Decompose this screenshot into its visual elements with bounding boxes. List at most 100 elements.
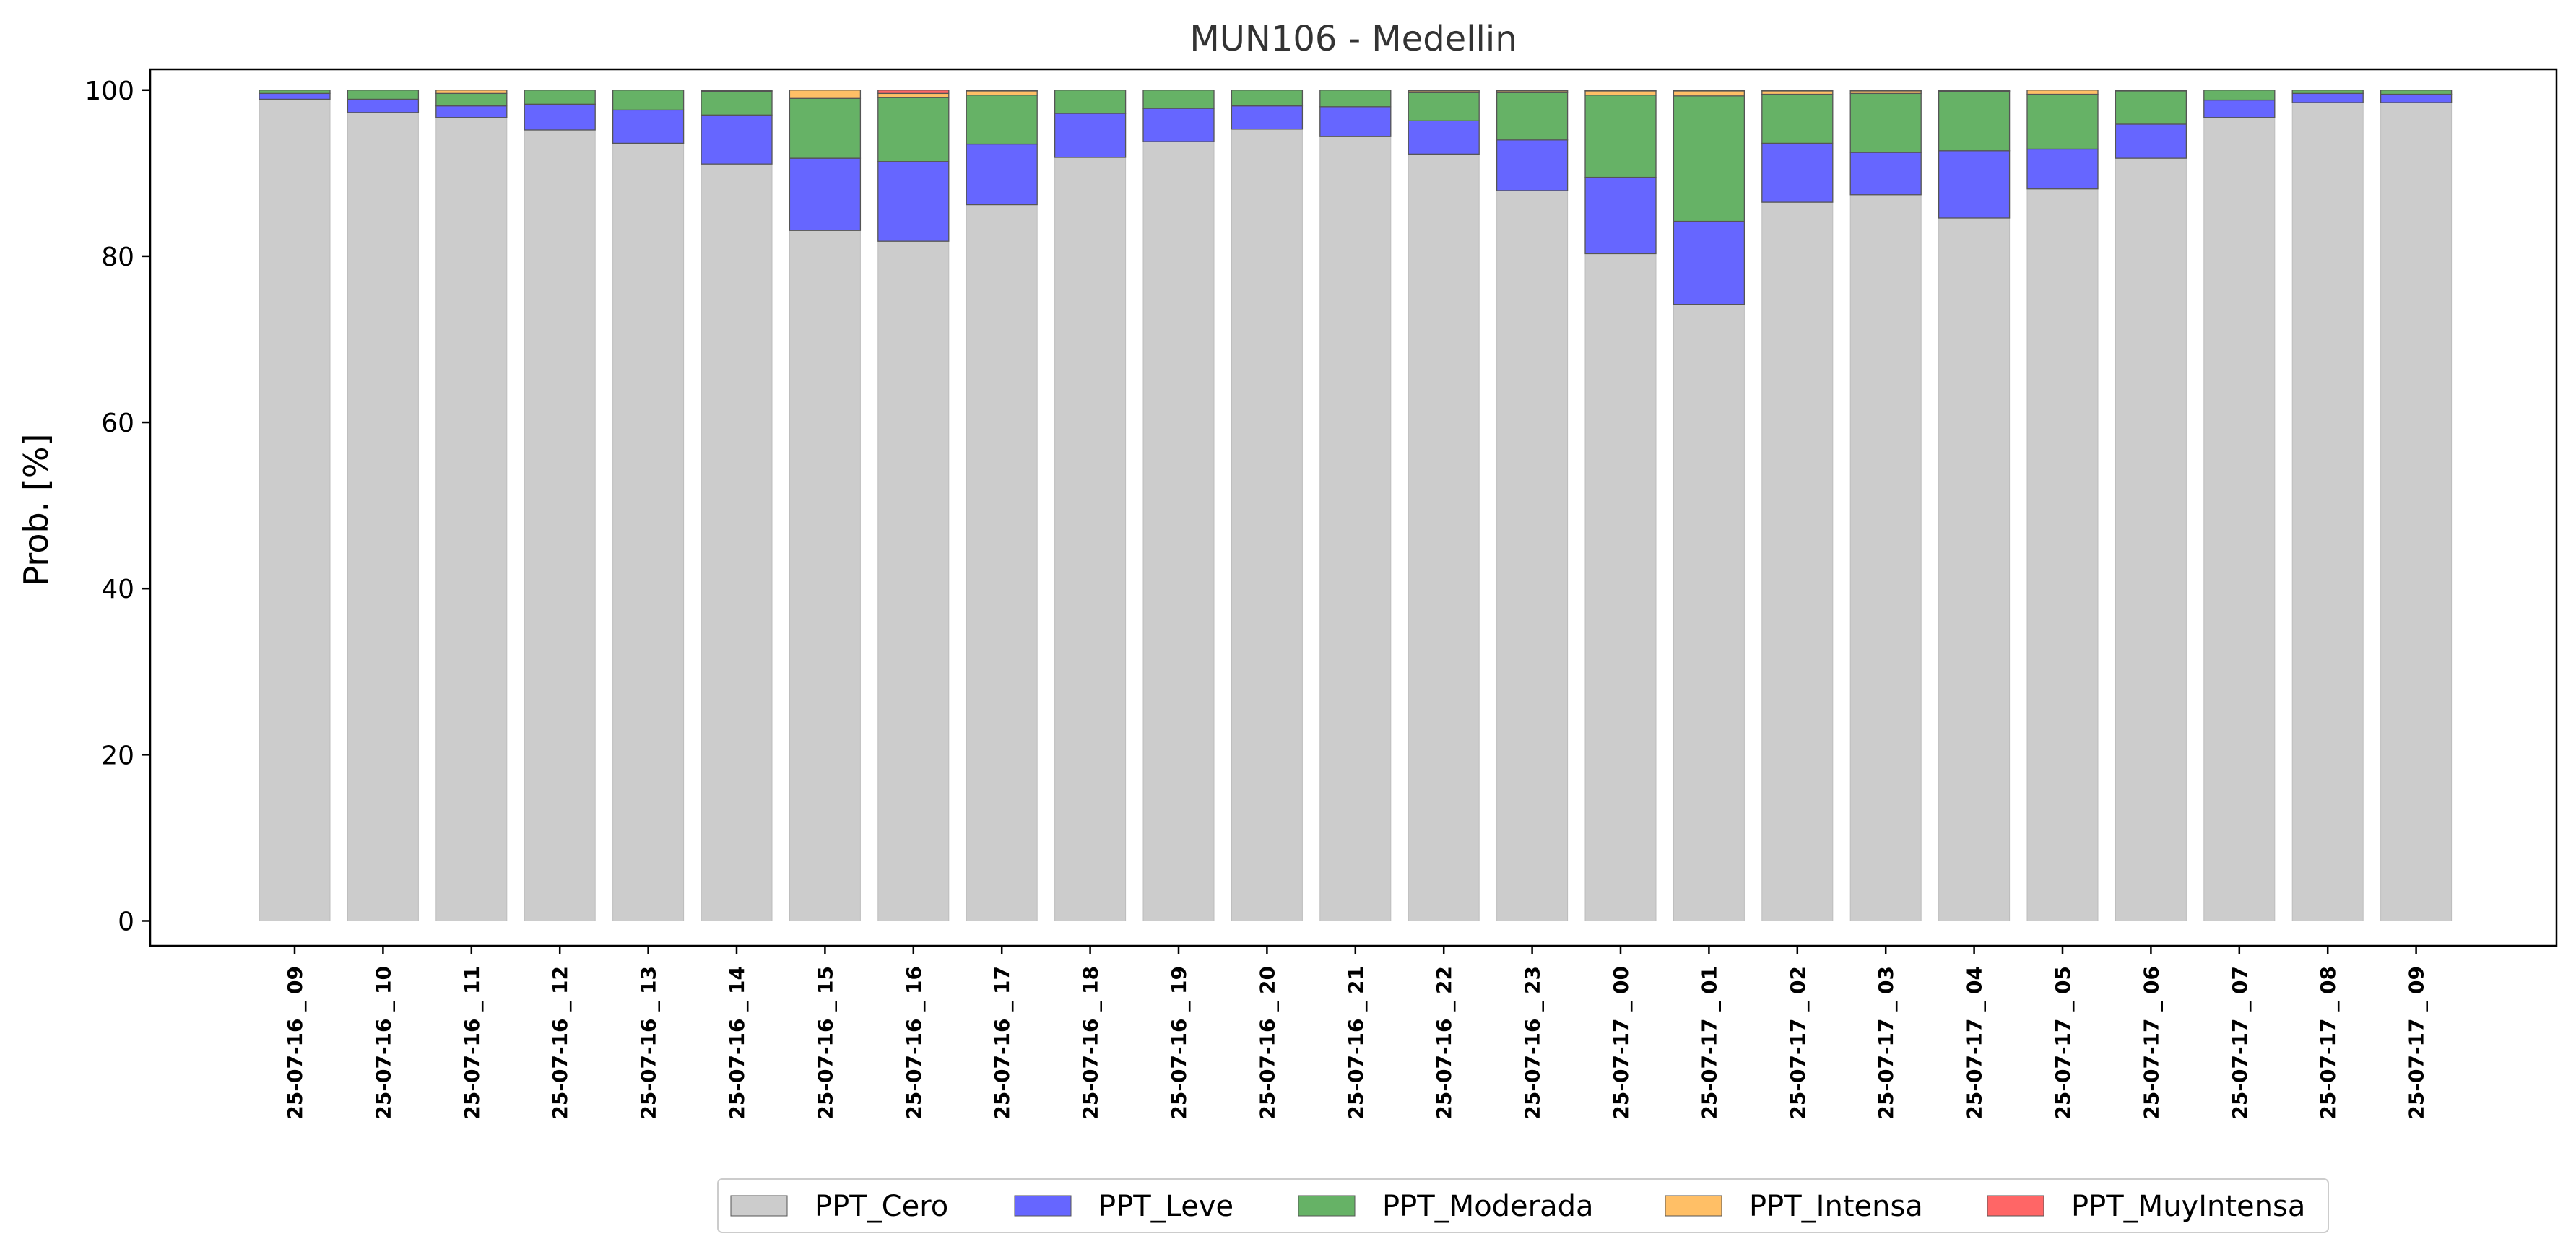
bar-segment-ppt-muyintensa [1408, 90, 1480, 92]
x-tick-label: 25-07-16 _ 20 [1255, 966, 1279, 1120]
bar-segment-ppt-intensa [1584, 90, 1657, 96]
bar-segment-ppt-moderada [347, 90, 420, 100]
bar-segment-ppt-moderada [2115, 90, 2187, 125]
bar-segment-ppt-cero [701, 163, 773, 921]
bar-segment-ppt-moderada [2203, 90, 2276, 101]
bar-segment-ppt-leve [1496, 139, 1569, 191]
y-tick-label: 20 [101, 741, 134, 770]
bar-segment-ppt-intensa [1673, 90, 1745, 97]
bar-segment-ppt-leve [877, 161, 950, 242]
plot-frame [149, 68, 2558, 947]
bar-segment-ppt-cero [1673, 304, 1745, 921]
bars-layer [259, 90, 2453, 921]
x-tick-label: 25-07-16 _ 23 [1521, 966, 1545, 1120]
bar-segment-ppt-moderada [2291, 90, 2364, 95]
bar-segment-ppt-muyintensa [1761, 90, 1834, 92]
x-tick-label: 25-07-17 _ 03 [1874, 966, 1898, 1120]
bar-segment-ppt-intensa [2115, 90, 2187, 92]
bar-segment-ppt-muyintensa [877, 90, 950, 95]
x-tick-label: 25-07-16 _ 18 [1079, 966, 1103, 1120]
bar-segment-ppt-cero [435, 117, 508, 921]
bar-segment-ppt-cero [1054, 157, 1127, 921]
bar-segment-ppt-leve [1849, 152, 1922, 196]
x-tick-label: 25-07-17 _ 09 [2405, 966, 2429, 1120]
y-tick-label: 40 [101, 575, 134, 604]
bar-segment-ppt-moderada [612, 90, 685, 111]
bar-segment-ppt-intensa [2026, 90, 2099, 95]
legend-swatch [1665, 1195, 1722, 1217]
x-tick-label: 25-07-17 _ 06 [2139, 966, 2163, 1120]
bar-segment-ppt-leve [1319, 106, 1392, 137]
bar-segment-ppt-leve [1584, 176, 1657, 255]
bar-segment-ppt-cero [1584, 253, 1657, 921]
bar-segment-ppt-leve [701, 114, 773, 165]
y-tick-label: 80 [101, 243, 134, 272]
bar-segment-ppt-cero [347, 112, 419, 921]
x-tick-label: 25-07-16 _ 13 [637, 966, 661, 1120]
chart-title: MUN106 - Medellin [1189, 19, 1517, 59]
legend-swatch [730, 1195, 788, 1217]
bar-segment-ppt-cero [524, 129, 596, 921]
bar-segment-ppt-cero [1142, 141, 1215, 921]
bar-segment-ppt-moderada [1584, 95, 1657, 178]
bar-segment-ppt-moderada [435, 92, 508, 107]
x-tick-label: 25-07-16 _ 17 [990, 966, 1014, 1120]
bar-segment-ppt-leve [259, 92, 331, 100]
bar-segment-ppt-intensa [1761, 90, 1834, 95]
bar-segment-ppt-cero [612, 142, 685, 921]
bar-segment-ppt-leve [1673, 220, 1745, 305]
bar-segment-ppt-intensa [789, 90, 862, 99]
x-tick-label: 25-07-17 _ 07 [2228, 966, 2252, 1120]
bar-segment-ppt-cero [1761, 201, 1834, 921]
bar-segment-ppt-moderada [2026, 93, 2099, 150]
bar-segment-ppt-leve [1054, 113, 1127, 158]
x-tick-label: 25-07-17 _ 08 [2316, 966, 2340, 1120]
bar-segment-ppt-muyintensa [966, 90, 1038, 92]
bar-segment-ppt-muyintensa [1849, 90, 1922, 92]
bar-segment-ppt-leve [2291, 92, 2364, 103]
bar-segment-ppt-leve [1408, 120, 1480, 155]
x-tick-label: 25-07-16 _ 15 [813, 966, 837, 1120]
bar-segment-ppt-moderada [966, 95, 1038, 145]
bar-segment-ppt-moderada [1231, 90, 1304, 107]
x-axis: 25-07-16 _ 09 25-07-16 _ 10 25-07-16 _ 11 2… [283, 946, 2429, 1120]
x-tick-label: 25-07-16 _ 12 [548, 966, 572, 1120]
legend-swatch [1298, 1195, 1356, 1217]
bar-segment-ppt-cero [2203, 117, 2276, 921]
bar-segment-ppt-moderada [1496, 92, 1569, 141]
bar-segment-ppt-moderada [524, 90, 596, 105]
bar-segment-ppt-intensa [966, 90, 1038, 96]
bar-segment-ppt-muyintensa [1584, 90, 1657, 92]
x-tick-label: 25-07-16 _ 22 [1432, 966, 1456, 1120]
x-tick-label: 25-07-17 _ 01 [1697, 966, 1721, 1120]
legend: PPT_Cero PPT_Leve PPT_Moderada PPT_Intensa P… [717, 1178, 2329, 1233]
bar-segment-ppt-cero [2380, 102, 2453, 921]
y-tick-label: 100 [84, 77, 134, 106]
bar-segment-ppt-leve [1761, 142, 1834, 203]
bar-segment-ppt-intensa [435, 90, 508, 95]
bar-segment-ppt-cero [1319, 136, 1392, 921]
legend-label: PPT_Leve [1098, 1190, 1233, 1223]
x-tick-label: 25-07-16 _ 16 [902, 966, 926, 1120]
x-tick-label: 25-07-16 _ 09 [283, 966, 307, 1120]
y-tick-label: 0 [118, 907, 134, 936]
x-tick-label: 25-07-16 _ 14 [725, 966, 749, 1120]
bar-segment-ppt-moderada [1142, 90, 1215, 109]
bar-segment-ppt-cero [966, 204, 1038, 921]
bar-segment-ppt-leve [347, 98, 420, 113]
bar-segment-ppt-leve [612, 109, 685, 144]
bar-segment-ppt-cero [1496, 190, 1569, 921]
bar-segment-ppt-leve [2380, 93, 2453, 103]
bar-segment-ppt-muyintensa [1938, 90, 2011, 92]
bar-segment-ppt-moderada [259, 90, 331, 95]
bar-segment-ppt-moderada [1408, 92, 1480, 121]
bar-segment-ppt-leve [435, 105, 508, 118]
bar-segment-ppt-moderada [789, 97, 862, 159]
bar-segment-ppt-moderada [1938, 91, 2011, 152]
bar-segment-ppt-moderada [1054, 90, 1127, 114]
bar-segment-ppt-cero [1408, 153, 1480, 921]
bar-segment-ppt-cero [2291, 102, 2364, 921]
bar-segment-ppt-intensa [877, 92, 950, 98]
bar-segment-ppt-moderada [2380, 90, 2453, 95]
